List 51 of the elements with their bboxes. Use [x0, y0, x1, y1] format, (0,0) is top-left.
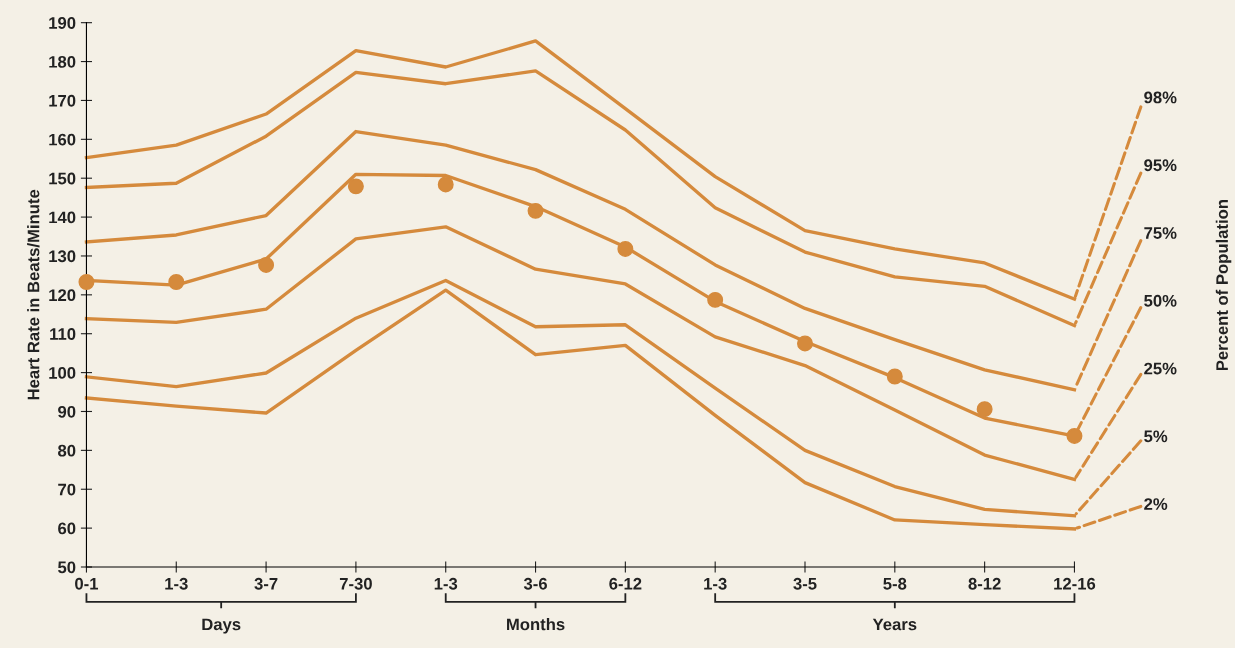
point [258, 256, 275, 273]
y-tick-label: 160 [49, 133, 76, 146]
point [78, 274, 95, 290]
text: 98% [1144, 91, 1177, 104]
y-tick-label: 110 [50, 328, 76, 340]
point [1066, 427, 1083, 444]
x-tick-label: 1-3 [165, 577, 188, 590]
y-tick-label: 120 [49, 289, 76, 302]
point [617, 240, 634, 257]
text: 95% [1144, 159, 1177, 172]
text: 75% [1144, 227, 1177, 239]
x-tick-label: 7-30 [339, 577, 372, 590]
point [527, 202, 544, 219]
point [797, 335, 813, 352]
y-axis-title: Heart Rate in Beats/Minute [27, 189, 40, 400]
y-tick-label: 90 [58, 405, 76, 418]
x-tick-label: 0-1 [75, 577, 99, 590]
y-tick-label: 170 [49, 94, 76, 107]
point [168, 274, 185, 290]
point [347, 178, 364, 195]
text: Days [202, 618, 241, 634]
text: 5% [1144, 430, 1168, 443]
x-tick-label: 3-7 [254, 577, 278, 590]
y-tick-label: 140 [49, 211, 76, 224]
y-tick-label: 130 [49, 250, 76, 263]
y-tick-label: 70 [58, 483, 76, 496]
point [976, 401, 993, 418]
x-tick-label: 5-8 [883, 577, 907, 590]
y-tick-label: 60 [58, 522, 76, 535]
y-tick-label: 150 [49, 172, 76, 185]
text: 2% [1144, 498, 1168, 510]
text: Months [507, 618, 565, 631]
point [437, 176, 454, 193]
legend-title: Percent of Population [1215, 200, 1232, 371]
x-tick-label: 1-3 [434, 577, 458, 590]
y-tick-label: 50 [58, 561, 76, 574]
x-tick-label: 3-5 [793, 577, 817, 590]
x-tick-label: 12-16 [1054, 577, 1096, 590]
y-tick-label: 100 [49, 367, 76, 379]
y-tick-label: 190 [49, 17, 76, 29]
text: Years [872, 618, 917, 631]
text: 50% [1144, 294, 1177, 307]
x-tick-label: 1-3 [704, 577, 727, 590]
point [886, 368, 903, 385]
x-tick-label: 3-6 [523, 577, 547, 590]
point [707, 291, 724, 308]
text: 25% [1144, 362, 1177, 375]
y-tick-label: 80 [58, 444, 76, 457]
x-tick-label: 8-12 [968, 577, 1001, 590]
y-tick-label: 180 [49, 55, 76, 68]
x-tick-label: 6-12 [609, 577, 642, 590]
